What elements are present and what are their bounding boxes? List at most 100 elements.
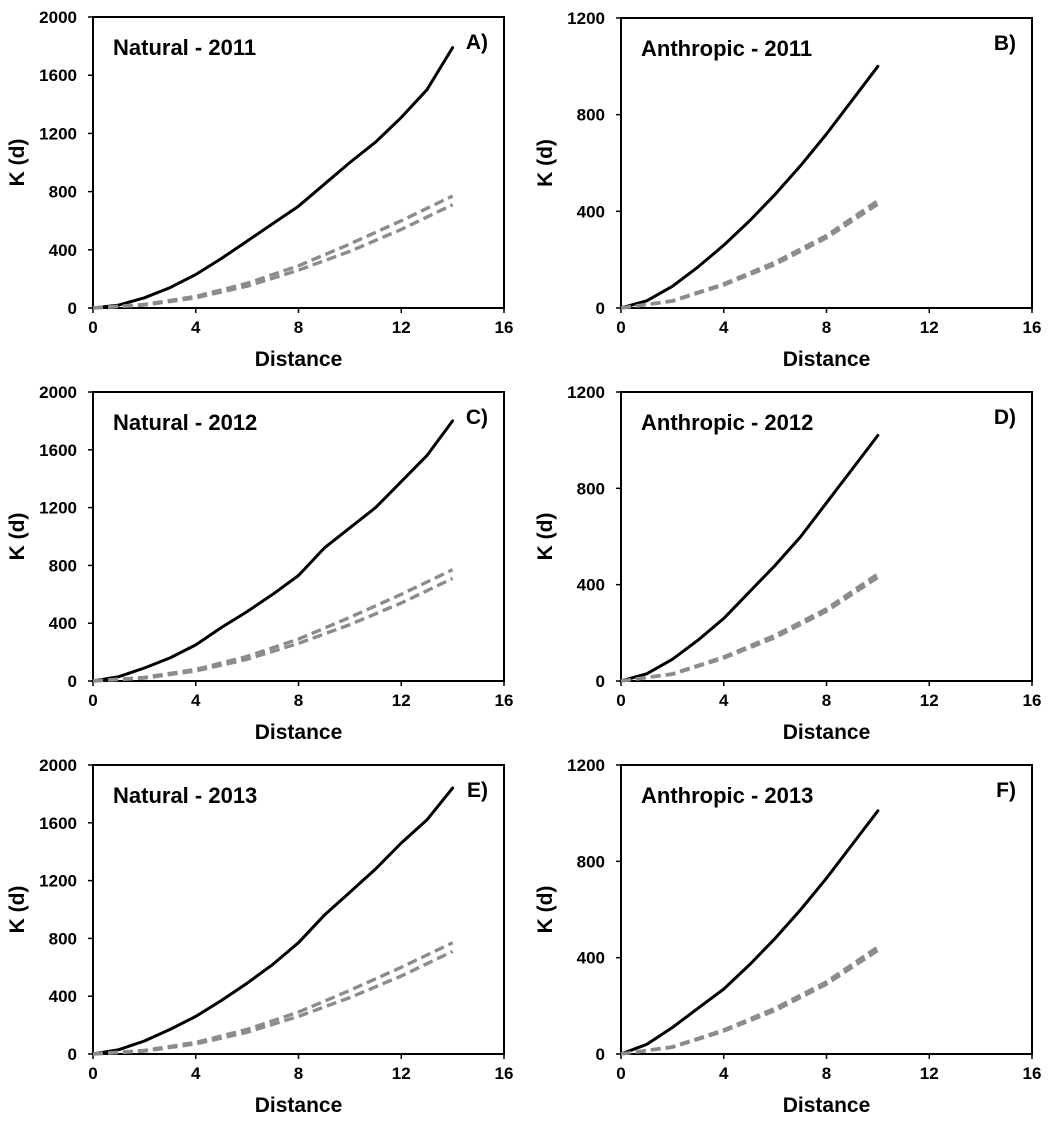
- series-line-envelope-2: [620, 202, 879, 310]
- x-tick-label: 16: [1023, 318, 1042, 337]
- panel-label: F): [996, 779, 1016, 802]
- x-tick-label: 16: [495, 318, 514, 337]
- y-tick-label: 400: [49, 241, 77, 260]
- x-tick-label: 0: [88, 691, 97, 710]
- x-tick-label: 0: [616, 1064, 625, 1083]
- x-tick-label: 12: [920, 1064, 939, 1083]
- y-tick-label: 800: [49, 929, 77, 948]
- panel-label: D): [994, 406, 1016, 429]
- x-tick-label: 12: [920, 691, 939, 710]
- x-axis-title: Distance: [783, 348, 871, 371]
- x-tick-label: 16: [1023, 691, 1042, 710]
- x-tick-label: 8: [822, 691, 831, 710]
- y-tick-label: 400: [577, 576, 605, 595]
- x-tick-label: 16: [1023, 1064, 1042, 1083]
- chart-panel-6: 0 4 8 12 16 0 400 800 1200 Distance K (d) Anthropic…: [534, 756, 1041, 1117]
- plot-frame: [620, 17, 1033, 309]
- y-tick-label: 0: [68, 672, 77, 691]
- chart-panel-3: 0 4 8 12 16 0 400 800 1200 1600 2000 Distance K (d) N…: [6, 383, 513, 744]
- panel-label: A): [466, 31, 488, 54]
- x-tick-label: 4: [191, 1064, 201, 1083]
- series-line-observed: [619, 809, 880, 1056]
- plot-frame: [620, 391, 1033, 682]
- x-axis-title: Distance: [783, 721, 871, 744]
- y-axis-title: K (d): [6, 886, 29, 934]
- series-line-envelope-2: [620, 948, 879, 1056]
- y-axis-title: K (d): [6, 139, 29, 187]
- y-tick-label: 2000: [39, 8, 77, 27]
- y-tick-label: 400: [577, 949, 605, 968]
- y-tick-label: 1600: [39, 441, 77, 460]
- panel-label: B): [994, 32, 1016, 55]
- series-line-observed: [619, 433, 880, 683]
- series-line-envelope-2: [92, 203, 454, 310]
- y-tick-label: 0: [596, 1045, 605, 1064]
- panel-label: C): [466, 406, 488, 429]
- series-line-envelope-1: [620, 572, 879, 683]
- panel-title: Anthropic - 2013: [641, 783, 813, 808]
- y-tick-label: 400: [49, 614, 77, 633]
- series-line-envelope-1: [92, 568, 454, 683]
- y-tick-label: 0: [68, 1045, 77, 1064]
- y-tick-label: 0: [596, 672, 605, 691]
- y-tick-label: 0: [68, 299, 77, 318]
- x-tick-label: 0: [88, 1064, 97, 1083]
- chart-panel-4: 0 4 8 12 16 0 400 800 1200 Distance K (d) Anthropic…: [534, 383, 1041, 744]
- panel-title: Anthropic - 2011: [641, 36, 812, 61]
- y-tick-label: 1600: [39, 814, 77, 833]
- x-axis-title: Distance: [255, 1094, 343, 1117]
- y-axis-title: K (d): [534, 139, 557, 187]
- chart-panel-2: 0 4 8 12 16 0 400 800 1200 Distance K (d) Anthropic…: [534, 9, 1041, 371]
- plot-frame: [620, 764, 1033, 1055]
- x-tick-label: 4: [191, 318, 201, 337]
- y-tick-label: 1200: [39, 124, 77, 143]
- y-tick-label: 1200: [39, 872, 77, 891]
- y-tick-label: 1200: [39, 499, 77, 518]
- y-axis-title: K (d): [534, 513, 557, 561]
- x-tick-label: 8: [294, 318, 303, 337]
- series-line-envelope-1: [92, 194, 454, 310]
- y-tick-label: 0: [596, 299, 605, 318]
- y-tick-label: 400: [49, 987, 77, 1006]
- series-line-observed: [619, 64, 880, 310]
- y-axis-title: K (d): [6, 513, 29, 561]
- x-axis-title: Distance: [783, 1094, 871, 1117]
- y-tick-label: 1200: [567, 756, 605, 775]
- x-tick-label: 8: [294, 1064, 303, 1083]
- y-axis-title: K (d): [534, 886, 557, 934]
- y-tick-label: 2000: [39, 383, 77, 402]
- chart-panel-5: 0 4 8 12 16 0 400 800 1200 1600 2000 Distance K (d) N…: [6, 756, 513, 1117]
- x-tick-label: 16: [495, 691, 514, 710]
- x-tick-label: 4: [719, 1064, 729, 1083]
- panel-label: E): [467, 779, 488, 802]
- x-axis-title: Distance: [255, 721, 343, 744]
- panel-title: Natural - 2011: [113, 35, 256, 60]
- y-tick-label: 1600: [39, 66, 77, 85]
- series-line-observed: [91, 46, 455, 310]
- x-tick-label: 0: [88, 318, 97, 337]
- series-line-envelope-2: [620, 575, 879, 683]
- panel-title: Natural - 2013: [113, 783, 257, 808]
- series-line-observed: [91, 786, 455, 1056]
- x-tick-label: 0: [616, 318, 625, 337]
- series-line-envelope-1: [620, 945, 879, 1056]
- x-tick-label: 4: [191, 691, 201, 710]
- x-tick-label: 12: [920, 318, 939, 337]
- y-tick-label: 800: [49, 183, 77, 202]
- chart-panel-1: 0 4 8 12 16 0 400 800 1200 1600 2000 Distance K (d) N…: [6, 8, 513, 371]
- x-tick-label: 8: [294, 691, 303, 710]
- series-line-envelope-1: [620, 199, 879, 310]
- y-tick-label: 800: [577, 106, 605, 125]
- y-tick-label: 1200: [567, 383, 605, 402]
- series-line-envelope-2: [92, 576, 454, 683]
- panel-title: Natural - 2012: [113, 410, 257, 435]
- x-axis-title: Distance: [255, 348, 343, 371]
- x-tick-label: 12: [392, 1064, 411, 1083]
- series-line-envelope-1: [92, 941, 454, 1056]
- x-tick-label: 8: [822, 1064, 831, 1083]
- y-tick-label: 2000: [39, 756, 77, 775]
- y-tick-label: 800: [577, 852, 605, 871]
- series-line-envelope-2: [92, 949, 454, 1056]
- y-tick-label: 1200: [567, 9, 605, 28]
